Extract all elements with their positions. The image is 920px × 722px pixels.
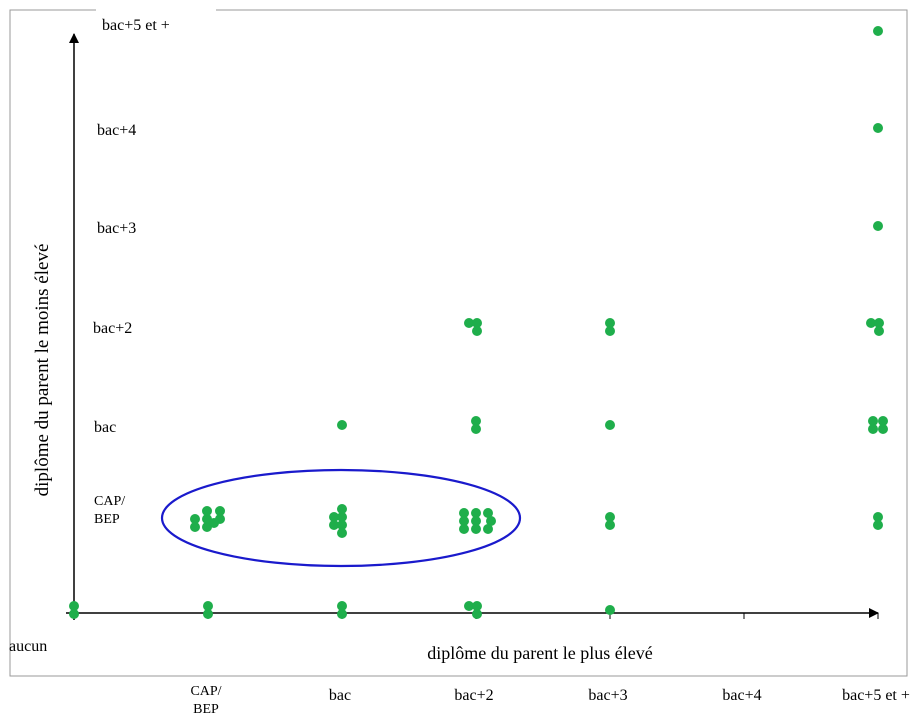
data-point-bacplus2-bacplus2-3 — [472, 326, 482, 336]
data-point-bacplus5-et-plus-bacplus2-2 — [874, 318, 884, 328]
highlight-ellipse — [160, 468, 522, 568]
data-point-cap-bep-cap-bep-2 — [190, 522, 200, 532]
data-point-bacplus2-cap-bep-3 — [459, 524, 469, 534]
data-point-bacplus5-et-plus-bac-1 — [868, 416, 878, 426]
data-point-bacplus2-cap-bep-6 — [471, 524, 481, 534]
data-point-aucun-aucun-2 — [69, 609, 79, 619]
data-point-bacplus5-et-plus-bacplus2-1 — [866, 318, 876, 328]
x-axis-title: diplôme du parent le plus élevé — [427, 643, 652, 663]
data-point-bacplus3-cap-bep-2 — [605, 520, 615, 530]
y-tick-label-bacplus2: bac+2 — [93, 320, 132, 337]
data-point-bacplus2-cap-bep-9 — [486, 516, 496, 526]
data-point-bacplus2-cap-bep-5 — [471, 516, 481, 526]
y-tick-labels: aucun CAP/BEP bac bac+2 bac+3 bac+4 bac+5 et + — [9, 17, 170, 655]
y-tick-label-bacplus5-et-plus: bac+5 et + — [102, 17, 170, 34]
data-point-bac-aucun-2 — [337, 609, 347, 619]
data-point-bacplus2-aucun-3 — [472, 609, 482, 619]
x-tick-label-bacplus4: bac+4 — [722, 687, 761, 704]
y-tick-label-bacplus4: bac+4 — [97, 122, 136, 139]
data-point-bacplus2-bac-2 — [471, 424, 481, 434]
data-point-bacplus2-cap-bep-2 — [459, 516, 469, 526]
x-tick-marks — [207, 613, 879, 619]
data-point-bac-bac-1 — [337, 420, 347, 430]
plot-frame — [9, 9, 908, 677]
data-point-bacplus5-et-plus-bac-2 — [878, 416, 888, 426]
data-point-cap-bep-cap-bep-8 — [209, 518, 219, 528]
y-tick-label-aucun: aucun — [9, 638, 47, 655]
x-tick-label-cap-bep: CAP/BEP — [190, 684, 221, 717]
data-point-bac-aucun-1 — [337, 601, 347, 611]
data-point-bac-cap-bep-3 — [329, 520, 339, 530]
data-point-bacplus2-bacplus2-1 — [464, 318, 474, 328]
data-point-bac-cap-bep-6 — [337, 528, 347, 538]
data-point-bac-cap-bep-2 — [337, 512, 347, 522]
data-point-cap-bep-cap-bep-5 — [202, 506, 212, 516]
x-tick-label-bacplus3: bac+3 — [588, 687, 627, 704]
data-point-bacplus3-bacplus2-1 — [605, 318, 615, 328]
data-point-bacplus2-cap-bep-7 — [483, 508, 493, 518]
data-point-cap-bep-cap-bep-6 — [215, 506, 225, 516]
data-point-bacplus5-et-plus-bacplus4-1 — [873, 123, 883, 133]
x-tick-label-bacplus5-et-plus: bac+5 et + — [842, 687, 910, 704]
data-point-bacplus5-et-plus-cap-bep-1 — [873, 512, 883, 522]
data-point-bacplus3-aucun-1 — [605, 605, 615, 615]
data-point-aucun-aucun-1 — [69, 601, 79, 611]
data-point-bacplus5-et-plus-bacplus5-et-plus-1 — [873, 26, 883, 36]
data-point-bacplus5-et-plus-bac-4 — [878, 424, 888, 434]
data-points — [69, 26, 888, 619]
data-point-bacplus2-cap-bep-1 — [459, 508, 469, 518]
data-point-bacplus2-bac-1 — [471, 416, 481, 426]
data-point-bacplus2-bacplus2-2 — [472, 318, 482, 328]
x-tick-label-bac: bac — [329, 687, 351, 704]
data-point-bacplus2-aucun-2 — [472, 601, 482, 611]
y-tick-label-bac: bac — [94, 419, 116, 436]
data-point-bacplus2-cap-bep-8 — [483, 524, 493, 534]
x-tick-labels: CAP/BEP bac bac+2 bac+3 bac+4 bac+5 et + — [190, 684, 909, 717]
data-point-bacplus2-cap-bep-4 — [471, 508, 481, 518]
y-tick-label-cap-bep: CAP/BEP — [94, 494, 125, 527]
x-tick-label-bacplus2: bac+2 — [454, 687, 493, 704]
y-tick-label-bacplus3: bac+3 — [97, 220, 136, 237]
data-point-bacplus5-et-plus-bac-3 — [868, 424, 878, 434]
data-point-bacplus3-bac-1 — [605, 420, 615, 430]
data-point-bac-cap-bep-1 — [329, 512, 339, 522]
data-point-bacplus3-cap-bep-1 — [605, 512, 615, 522]
data-point-cap-bep-aucun-1 — [203, 601, 213, 611]
data-point-bacplus5-et-plus-bacplus3-1 — [873, 221, 883, 231]
data-point-bacplus3-bacplus2-2 — [605, 326, 615, 336]
data-point-bac-cap-bep-5 — [337, 504, 347, 514]
data-point-bacplus5-et-plus-cap-bep-2 — [873, 520, 883, 530]
data-point-bacplus2-aucun-1 — [464, 601, 474, 611]
data-point-bacplus5-et-plus-bacplus2-3 — [874, 326, 884, 336]
data-point-cap-bep-aucun-2 — [203, 609, 213, 619]
data-point-cap-bep-cap-bep-1 — [190, 514, 200, 524]
data-point-bac-cap-bep-4 — [337, 520, 347, 530]
y-axis-title: diplôme du parent le moins élevé — [32, 244, 53, 497]
